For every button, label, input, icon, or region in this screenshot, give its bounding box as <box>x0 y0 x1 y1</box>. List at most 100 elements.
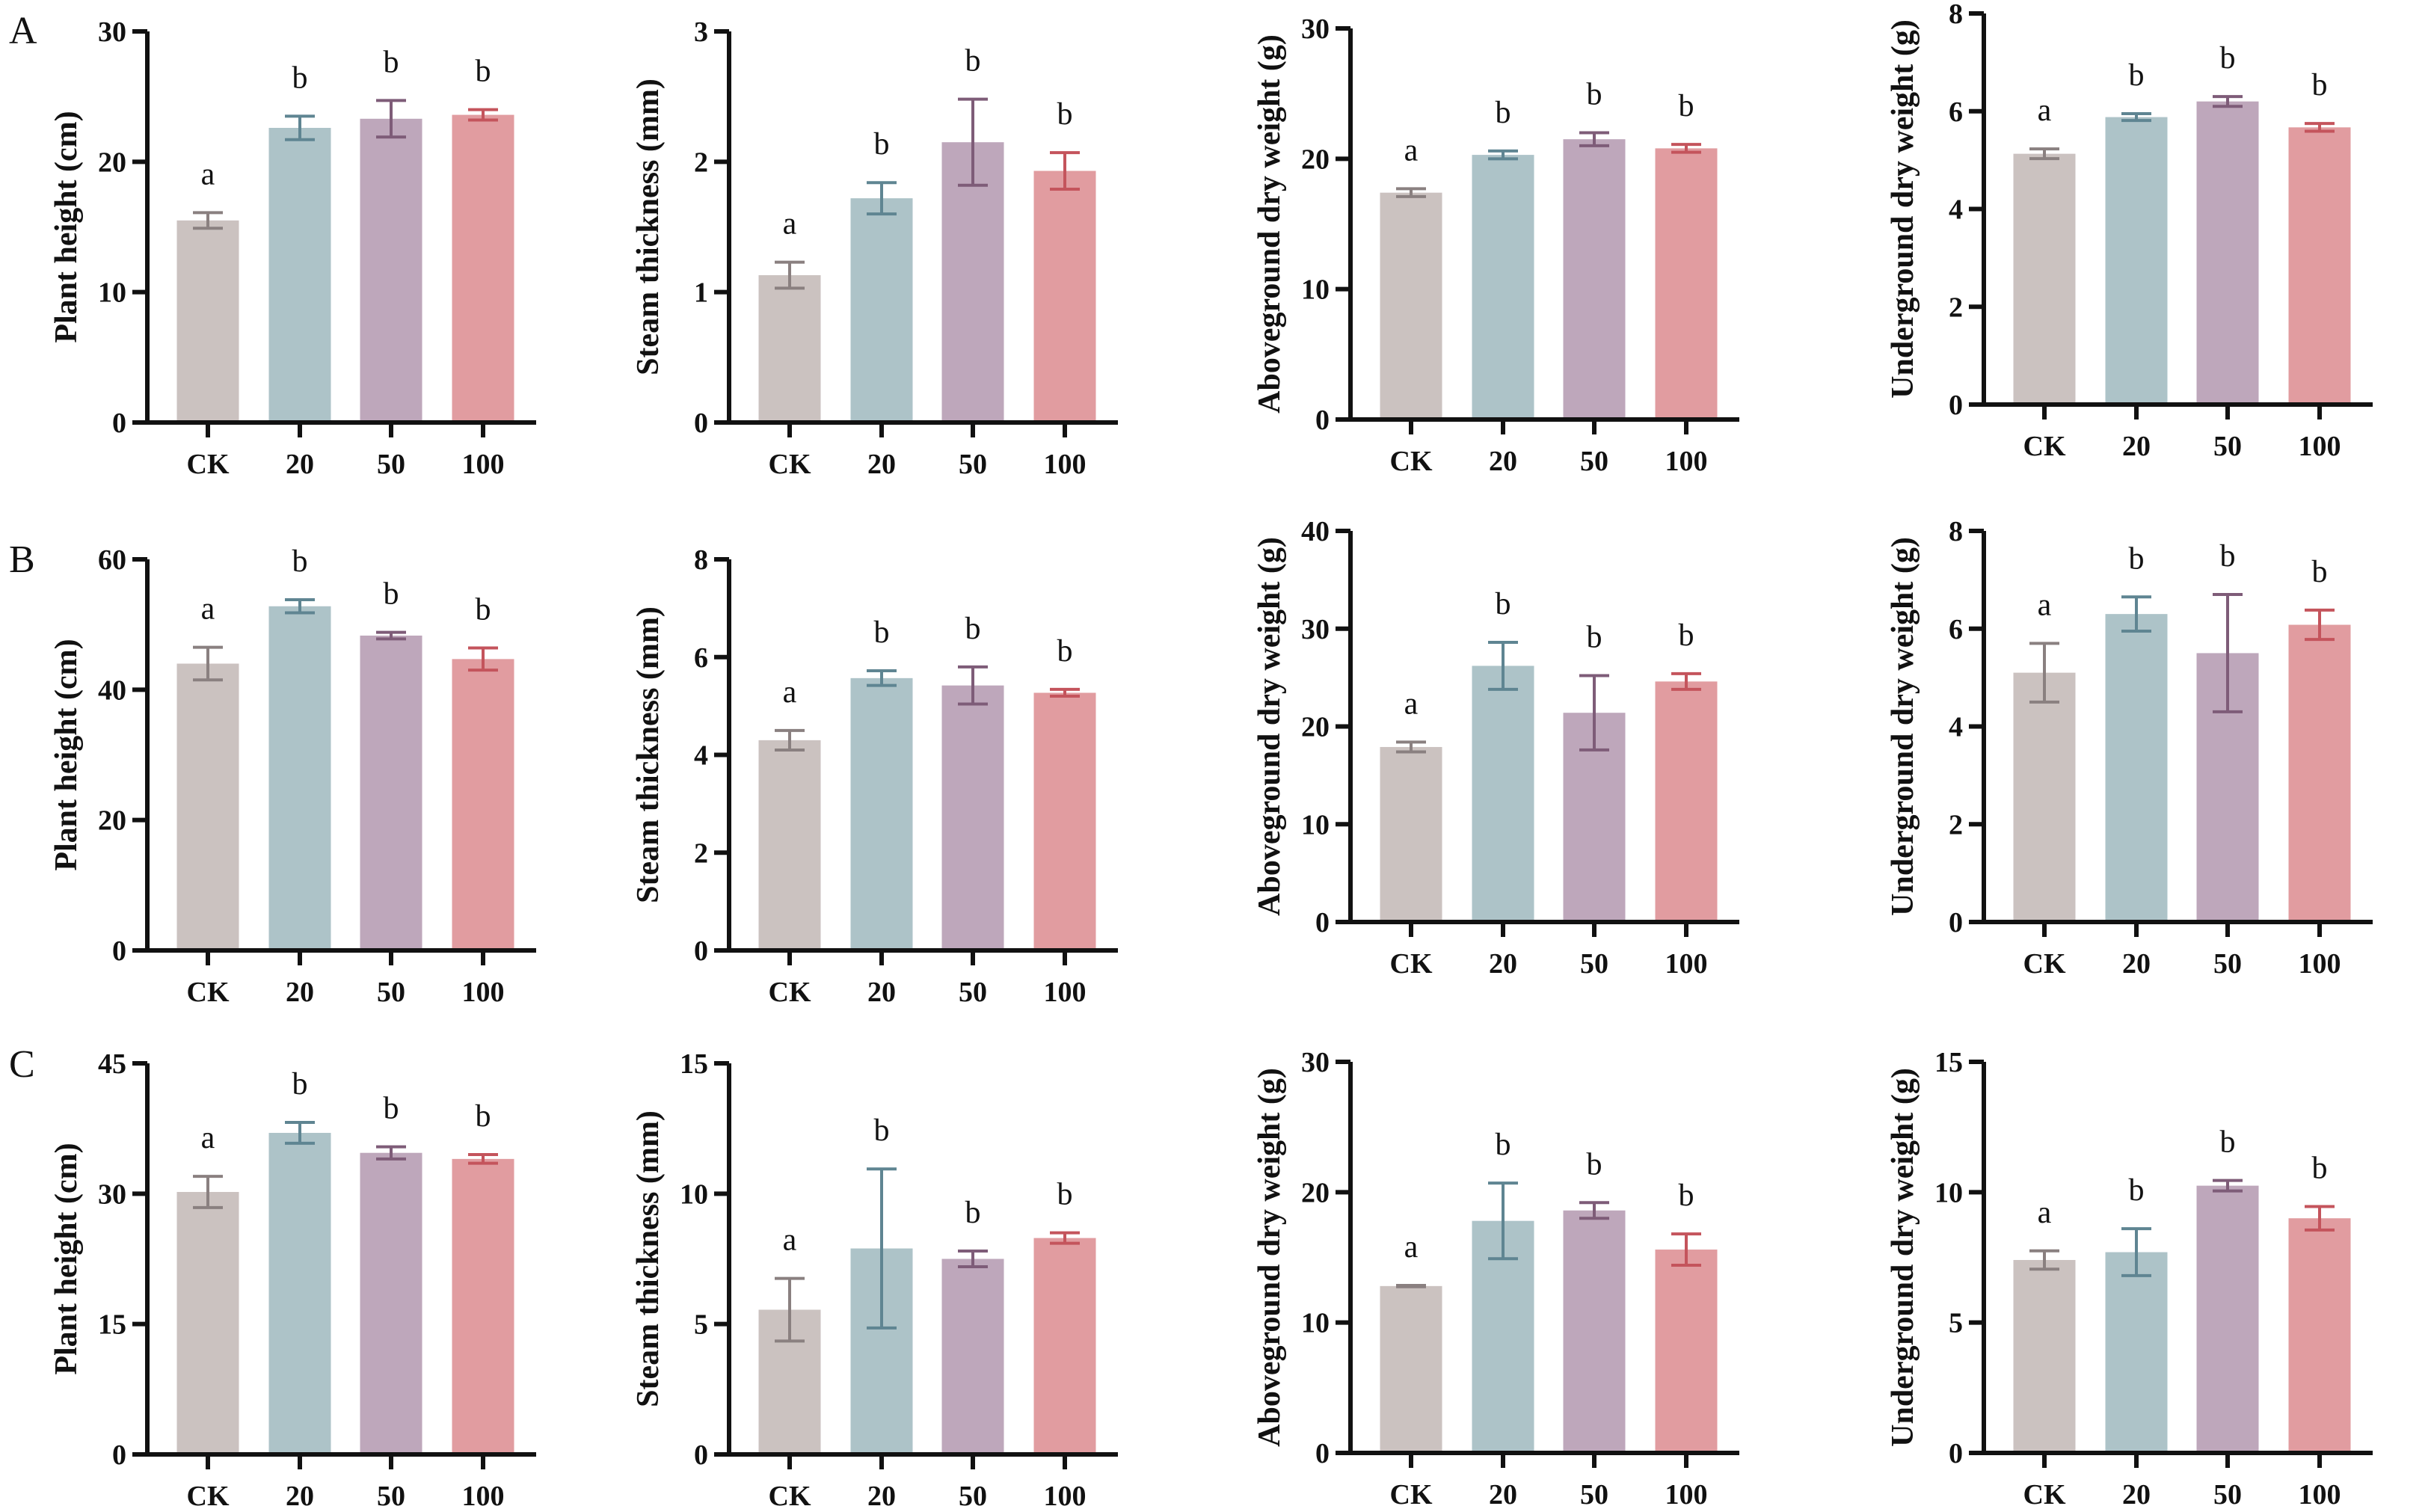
significance-letter: b <box>1679 89 1694 123</box>
y-tick-label: 2 <box>1949 809 1963 840</box>
bar-100 <box>2288 1218 2351 1453</box>
x-tick-label: 20 <box>1489 948 1517 980</box>
y-tick-label: 4 <box>1949 194 1963 226</box>
panel-C-3: a CK b 20 b 50 b 100 0 10 20 30 Aboveground dry weig… <box>1253 1047 1739 1511</box>
y-tick-label: 0 <box>694 408 708 439</box>
bar-100 <box>1655 681 1718 922</box>
error-bar-20 <box>1488 149 1518 161</box>
y-tick-label: 0 <box>694 1439 708 1471</box>
significance-letter: b <box>2312 68 2328 102</box>
error-bar-CK <box>2029 147 2059 161</box>
y-axis-label: Underground dry weight (g) <box>1886 1068 1920 1447</box>
significance-letter: a <box>783 675 797 710</box>
y-tick-label: 6 <box>1949 614 1963 645</box>
significance-letter: b <box>965 44 981 79</box>
error-bar-100 <box>2305 1205 2335 1232</box>
error-bar-20 <box>867 1167 897 1330</box>
significance-letter: a <box>2038 588 2052 622</box>
bar-20 <box>850 677 913 950</box>
significance-letter: b <box>1587 1147 1602 1181</box>
bar-CK <box>176 1192 239 1454</box>
bar-50 <box>1563 139 1626 420</box>
bar-100 <box>1033 1238 1096 1454</box>
x-tick-label: 100 <box>2299 431 2341 462</box>
x-tick-label: 20 <box>286 1481 314 1512</box>
y-tick-label: 0 <box>112 935 126 967</box>
bar-100 <box>452 1158 514 1454</box>
bar-CK <box>2013 672 2076 922</box>
y-axis-label: Plant height (cm) <box>49 639 84 870</box>
error-bar-20 <box>1488 641 1518 691</box>
error-bar-20 <box>2121 595 2151 633</box>
y-tick-label: 10 <box>1301 809 1330 840</box>
y-tick-label: 40 <box>1301 516 1330 547</box>
y-tick-label: 30 <box>1301 1047 1330 1078</box>
bar-CK <box>2013 153 2076 405</box>
y-tick-label: 0 <box>112 408 126 439</box>
y-axis-label: Aboveground dry weight (g) <box>1253 34 1287 414</box>
x-tick-label: 100 <box>462 1481 505 1512</box>
x-tick-label: 20 <box>2122 431 2151 462</box>
panel-B-3: a CK b 20 b 50 b 100 0 10 20 30 40 Aboveground dry we… <box>1253 516 1739 980</box>
bar-CK <box>176 663 239 950</box>
error-bar-CK <box>193 645 223 682</box>
panel-label: C <box>9 1043 35 1086</box>
x-tick-label: 100 <box>1044 449 1087 480</box>
x-tick-label: 100 <box>462 977 505 1008</box>
significance-letter: a <box>1404 133 1419 168</box>
x-tick-label: 20 <box>2122 1479 2151 1511</box>
bar-50 <box>2196 101 2259 405</box>
error-bar-100 <box>1671 672 1701 691</box>
bar-CK <box>1380 746 1442 922</box>
error-bar-50 <box>958 97 988 187</box>
panel-label: A <box>9 10 37 52</box>
x-tick-label: CK <box>2023 1479 2066 1511</box>
error-bar-20 <box>2121 112 2151 123</box>
y-tick-label: 0 <box>1949 390 1963 421</box>
significance-letter: b <box>965 1196 981 1230</box>
y-tick-label: 10 <box>1934 1177 1963 1208</box>
significance-letter: b <box>1587 77 1602 111</box>
error-bar-100 <box>1050 687 1080 698</box>
x-tick-label: CK <box>769 449 811 480</box>
error-bar-50 <box>1579 131 1609 147</box>
y-tick-label: 5 <box>694 1309 708 1341</box>
y-tick-label: 0 <box>112 1439 126 1471</box>
x-tick-label: 50 <box>1580 948 1608 980</box>
y-tick-label: 10 <box>680 1178 708 1210</box>
error-bar-100 <box>468 108 498 122</box>
bar-100 <box>452 114 514 422</box>
y-axis-label: Underground dry weight (g) <box>1886 19 1920 399</box>
panel-B-2: a CK b 20 b 50 b 100 0 2 4 6 8 Steam thickness (mm) <box>631 544 1118 1008</box>
y-tick-label: 30 <box>98 1178 126 1210</box>
bar-50 <box>941 685 1004 950</box>
x-tick-label: 100 <box>1665 1479 1708 1511</box>
bar-50 <box>360 118 422 422</box>
y-axis-label: Aboveground dry weight (g) <box>1253 537 1287 916</box>
error-bar-CK <box>193 1175 223 1209</box>
y-tick-label: 8 <box>1949 516 1963 547</box>
x-tick-label: 100 <box>1665 446 1708 477</box>
y-tick-label: 15 <box>680 1048 708 1080</box>
y-tick-label: 20 <box>1301 712 1330 743</box>
x-tick-label: 20 <box>867 449 896 480</box>
bar-CK <box>758 275 821 422</box>
error-bar-CK <box>775 728 805 752</box>
significance-letter: a <box>1404 1230 1419 1264</box>
bar-50 <box>941 1259 1004 1454</box>
significance-letter: b <box>2129 1173 2145 1208</box>
y-axis-label: Steam thickness (mm) <box>631 1110 666 1407</box>
x-tick-label: CK <box>1390 1479 1433 1511</box>
x-tick-label: 20 <box>286 977 314 1008</box>
error-bar-50 <box>1579 674 1609 752</box>
panel-A-3: a CK b 20 b 50 b 100 0 10 20 30 Aboveground dry weig… <box>1253 13 1739 477</box>
x-tick-label: 50 <box>959 1481 987 1512</box>
x-tick-label: 20 <box>286 449 314 480</box>
significance-letter: b <box>292 544 308 579</box>
significance-letter: a <box>2038 1196 2052 1230</box>
error-bar-CK <box>2029 642 2059 704</box>
x-tick-label: CK <box>1390 446 1433 477</box>
error-bar-CK <box>1396 740 1426 754</box>
error-bar-CK <box>775 1276 805 1343</box>
error-bar-CK <box>2029 1249 2059 1271</box>
